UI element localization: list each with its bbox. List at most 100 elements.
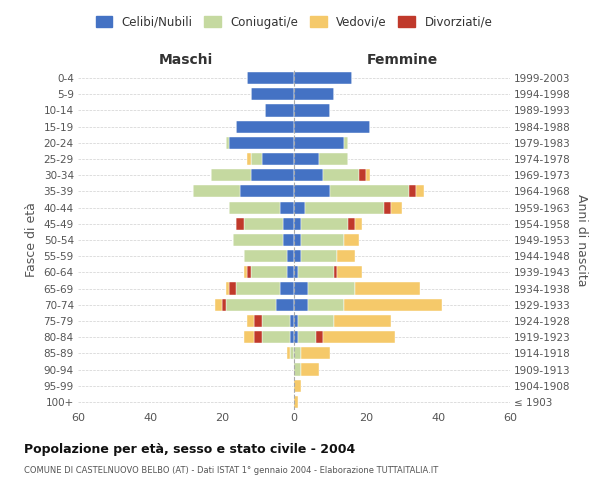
Y-axis label: Anni di nascita: Anni di nascita (575, 194, 587, 286)
Bar (244, 218, 283, 230)
Bar (254, 331, 262, 343)
Bar (323, 331, 395, 343)
Bar (301, 234, 344, 246)
Bar (222, 298, 226, 311)
Bar (334, 315, 391, 327)
Bar (236, 218, 244, 230)
Text: Femmine: Femmine (367, 53, 437, 67)
Bar (301, 218, 348, 230)
Bar (287, 250, 294, 262)
Bar (276, 298, 294, 311)
Bar (355, 282, 420, 294)
Bar (283, 234, 294, 246)
Bar (294, 331, 298, 343)
Bar (294, 234, 301, 246)
Bar (308, 298, 344, 311)
Bar (301, 348, 330, 360)
Bar (240, 186, 294, 198)
Bar (344, 137, 348, 149)
Text: Popolazione per età, sesso e stato civile - 2004: Popolazione per età, sesso e stato civil… (24, 442, 355, 456)
Bar (229, 202, 280, 213)
Bar (211, 169, 251, 181)
Bar (301, 364, 319, 376)
Bar (348, 218, 355, 230)
Bar (236, 120, 294, 132)
Bar (294, 266, 298, 278)
Bar (226, 282, 229, 294)
Bar (294, 186, 330, 198)
Bar (290, 331, 294, 343)
Bar (384, 202, 391, 213)
Bar (344, 234, 359, 246)
Bar (409, 186, 416, 198)
Bar (319, 153, 348, 165)
Bar (294, 315, 298, 327)
Text: COMUNE DI CASTELNUOVO BELBO (AT) - Dati ISTAT 1° gennaio 2004 - Elaborazione TUT: COMUNE DI CASTELNUOVO BELBO (AT) - Dati … (24, 466, 438, 475)
Bar (305, 202, 384, 213)
Bar (298, 331, 316, 343)
Bar (298, 315, 334, 327)
Bar (236, 282, 280, 294)
Bar (355, 218, 362, 230)
Bar (359, 169, 366, 181)
Bar (226, 298, 276, 311)
Bar (254, 315, 262, 327)
Bar (344, 298, 442, 311)
Bar (334, 266, 337, 278)
Bar (294, 396, 298, 408)
Bar (330, 186, 409, 198)
Bar (294, 250, 301, 262)
Bar (294, 88, 334, 101)
Bar (323, 169, 359, 181)
Bar (337, 266, 362, 278)
Bar (366, 169, 370, 181)
Bar (290, 348, 294, 360)
Bar (244, 250, 287, 262)
Bar (251, 266, 287, 278)
Bar (294, 380, 301, 392)
Bar (233, 234, 283, 246)
Bar (294, 298, 308, 311)
Bar (301, 250, 337, 262)
Bar (251, 153, 262, 165)
Bar (294, 72, 352, 84)
Bar (262, 315, 290, 327)
Bar (294, 218, 301, 230)
Bar (262, 331, 290, 343)
Bar (308, 282, 355, 294)
Text: Maschi: Maschi (159, 53, 213, 67)
Bar (280, 202, 294, 213)
Y-axis label: Fasce di età: Fasce di età (25, 202, 38, 278)
Bar (316, 331, 323, 343)
Bar (337, 250, 355, 262)
Bar (229, 137, 294, 149)
Bar (251, 169, 294, 181)
Bar (226, 137, 229, 149)
Legend: Celibi/Nubili, Coniugati/e, Vedovi/e, Divorziati/e: Celibi/Nubili, Coniugati/e, Vedovi/e, Di… (91, 11, 497, 34)
Bar (247, 72, 294, 84)
Bar (294, 282, 308, 294)
Bar (294, 120, 370, 132)
Bar (244, 266, 247, 278)
Bar (193, 186, 240, 198)
Bar (294, 104, 330, 117)
Bar (265, 104, 294, 117)
Bar (229, 282, 236, 294)
Bar (391, 202, 402, 213)
Bar (215, 298, 222, 311)
Bar (298, 266, 334, 278)
Bar (294, 202, 305, 213)
Bar (251, 88, 294, 101)
Bar (294, 364, 301, 376)
Bar (287, 266, 294, 278)
Bar (262, 153, 294, 165)
Bar (294, 169, 323, 181)
Bar (290, 315, 294, 327)
Bar (416, 186, 424, 198)
Bar (294, 153, 319, 165)
Bar (247, 315, 254, 327)
Bar (280, 282, 294, 294)
Bar (294, 348, 301, 360)
Bar (294, 137, 344, 149)
Bar (283, 218, 294, 230)
